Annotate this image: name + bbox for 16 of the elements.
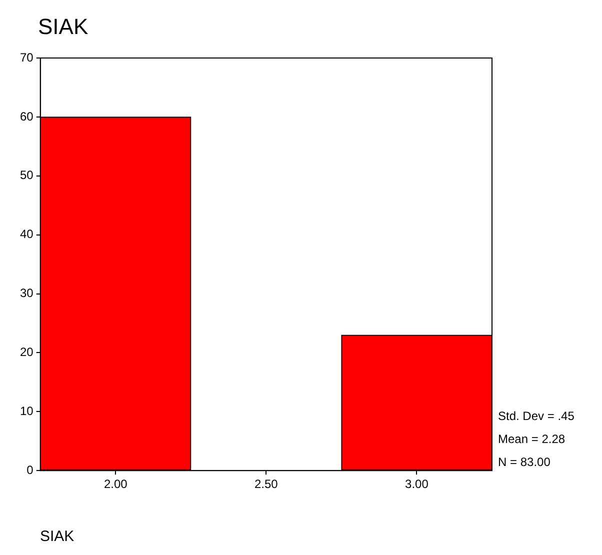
y-tick-label: 50 [20, 168, 34, 182]
y-tick-label: 40 [20, 227, 34, 242]
y-tick-label: 70 [20, 50, 34, 64]
x-tick-label: 2.00 [104, 477, 128, 492]
y-tick-label: 20 [20, 345, 34, 360]
y-tick-label: 0 [26, 462, 34, 477]
text: Mean = 2.28 [498, 432, 566, 446]
y-tick-label: 10 [20, 404, 34, 418]
chart-title: SIAK [38, 14, 88, 40]
x-axis-title: SIAK [40, 528, 74, 545]
x-tick-label: 3.00 [405, 477, 429, 492]
y-tick-label: 30 [20, 286, 34, 300]
text: Std. Dev = .45 [498, 408, 575, 423]
x-tick-label: 2.50 [254, 477, 278, 492]
y-tick-label: 60 [20, 109, 34, 124]
text: N = 83.00 [498, 454, 551, 469]
